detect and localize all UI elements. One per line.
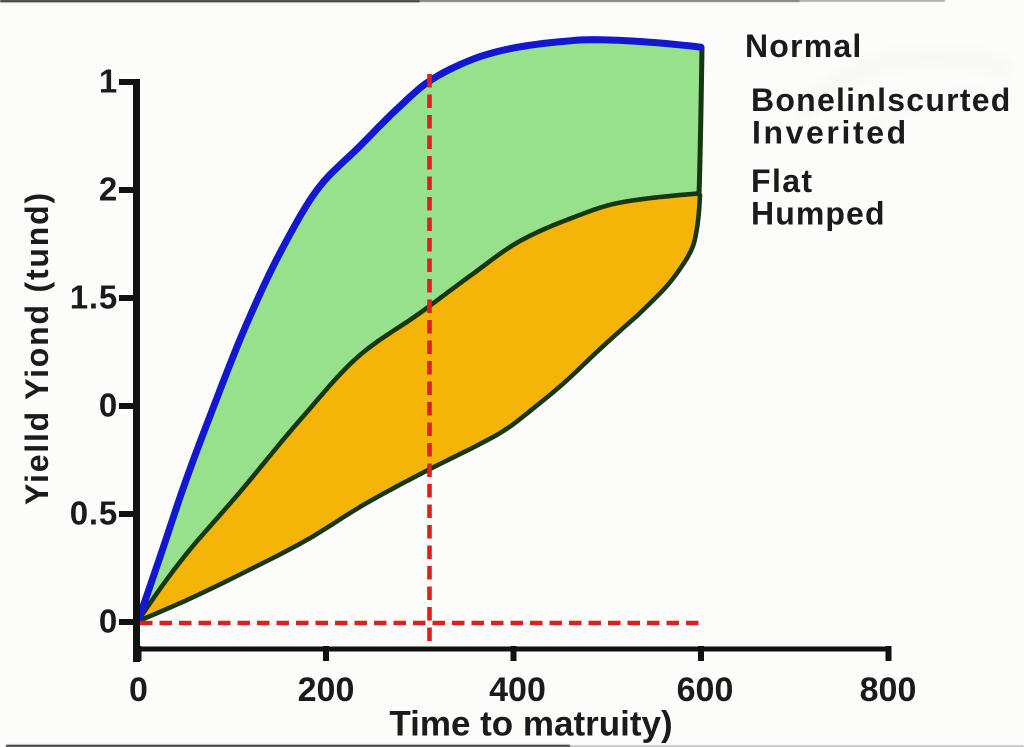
svg-text:Inverited: Inverited [752, 115, 909, 151]
svg-text:400: 400 [489, 671, 546, 709]
svg-text:200: 200 [298, 671, 355, 709]
svg-text:Flat: Flat [751, 163, 814, 199]
svg-text:1: 1 [99, 63, 118, 100]
svg-text:600: 600 [677, 671, 734, 709]
svg-text:800: 800 [860, 671, 917, 709]
svg-text:1.5: 1.5 [70, 279, 118, 316]
svg-text:Normal: Normal [745, 28, 862, 64]
svg-text:Humped: Humped [751, 196, 886, 232]
svg-text:Time to matruity): Time to matruity) [389, 705, 672, 744]
svg-text:0: 0 [129, 671, 148, 709]
svg-text:0: 0 [99, 387, 118, 424]
svg-text:0: 0 [99, 603, 118, 640]
svg-text:Yielld Yiond (tund): Yielld Yiond (tund) [19, 191, 55, 505]
svg-text:0.5: 0.5 [70, 495, 118, 532]
svg-text:2: 2 [99, 171, 118, 208]
svg-text:Bonelinlscurted: Bonelinlscurted [751, 82, 1012, 118]
